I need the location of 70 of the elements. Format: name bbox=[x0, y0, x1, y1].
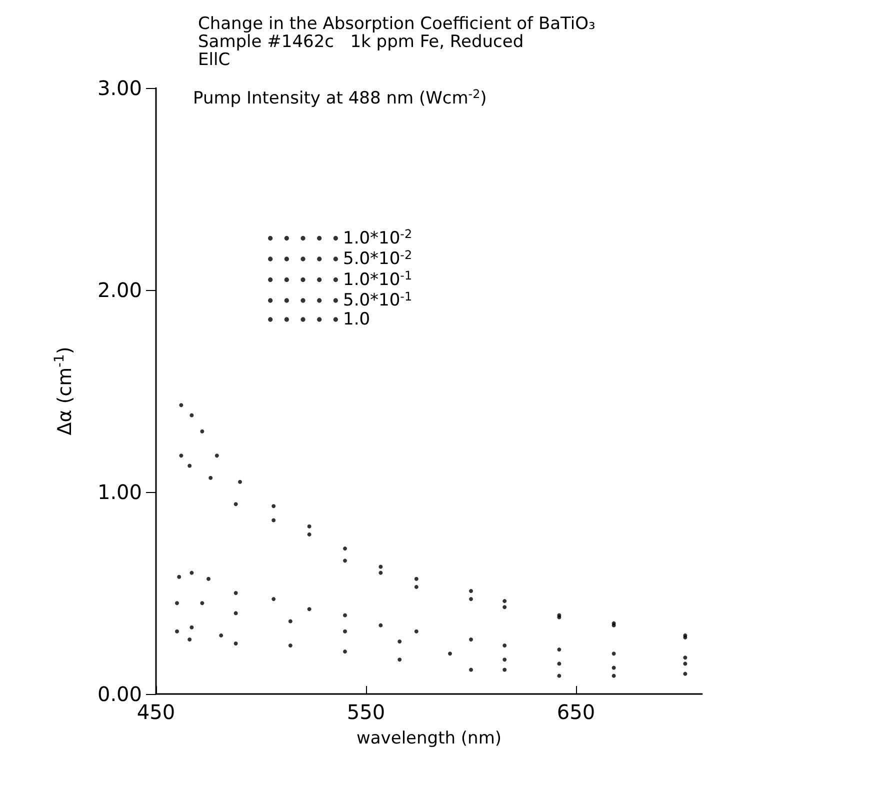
point bbox=[683, 656, 688, 660]
y-axis-title: Δα (cm-1) bbox=[52, 346, 76, 436]
point bbox=[414, 584, 418, 589]
point bbox=[177, 574, 182, 579]
point bbox=[307, 607, 312, 612]
point bbox=[234, 611, 238, 616]
y-tick-label: 2.00 bbox=[97, 278, 142, 302]
point bbox=[378, 570, 383, 575]
point bbox=[414, 629, 418, 634]
point bbox=[343, 629, 347, 634]
point bbox=[200, 601, 204, 606]
point bbox=[502, 668, 507, 672]
point bbox=[234, 642, 238, 646]
point bbox=[200, 429, 204, 434]
point bbox=[272, 518, 276, 522]
point bbox=[219, 633, 224, 638]
point bbox=[288, 644, 292, 648]
point bbox=[190, 570, 194, 575]
point bbox=[469, 668, 473, 672]
point bbox=[557, 648, 562, 652]
point bbox=[272, 597, 276, 602]
point bbox=[206, 576, 210, 581]
point bbox=[557, 662, 562, 666]
point bbox=[175, 629, 179, 634]
y-tick-label: 1.00 bbox=[97, 480, 142, 504]
x-axis-title: wavelength (nm) bbox=[356, 728, 502, 748]
point bbox=[179, 454, 184, 458]
point bbox=[469, 597, 473, 602]
point bbox=[557, 674, 562, 678]
point bbox=[343, 558, 347, 563]
point bbox=[612, 652, 616, 656]
point bbox=[502, 644, 507, 648]
point bbox=[502, 658, 507, 662]
point bbox=[190, 413, 194, 418]
point bbox=[398, 658, 402, 662]
point bbox=[190, 625, 194, 630]
point bbox=[188, 464, 192, 468]
point bbox=[683, 672, 688, 676]
point bbox=[612, 666, 616, 670]
y-tick-label: 3.00 bbox=[97, 76, 142, 100]
point bbox=[179, 403, 184, 408]
x-tick-label: 550 bbox=[346, 700, 386, 724]
point bbox=[502, 599, 507, 604]
point bbox=[234, 591, 238, 595]
point bbox=[414, 576, 418, 581]
point bbox=[288, 619, 292, 624]
point bbox=[343, 650, 347, 654]
legend-label: 1.0 bbox=[343, 310, 370, 330]
point bbox=[238, 480, 242, 484]
point bbox=[612, 674, 616, 678]
point bbox=[378, 564, 383, 569]
point bbox=[469, 588, 473, 593]
point bbox=[469, 637, 473, 642]
point bbox=[683, 662, 688, 666]
point bbox=[502, 605, 507, 610]
point bbox=[272, 504, 276, 508]
chart-title: Change in the Absorption Coefficient of BaTiO₃ Sample #1462c 1k ppm Fe, Reduced EllC bbox=[198, 14, 596, 70]
point bbox=[343, 546, 347, 551]
point bbox=[234, 502, 238, 506]
point bbox=[188, 637, 192, 642]
point bbox=[175, 601, 179, 606]
point bbox=[307, 532, 312, 536]
point bbox=[307, 524, 312, 528]
point bbox=[448, 652, 452, 656]
point bbox=[214, 454, 219, 458]
x-tick-label: 650 bbox=[556, 700, 596, 724]
point bbox=[343, 613, 347, 618]
point bbox=[378, 623, 383, 628]
point bbox=[208, 476, 213, 480]
point bbox=[398, 639, 402, 644]
